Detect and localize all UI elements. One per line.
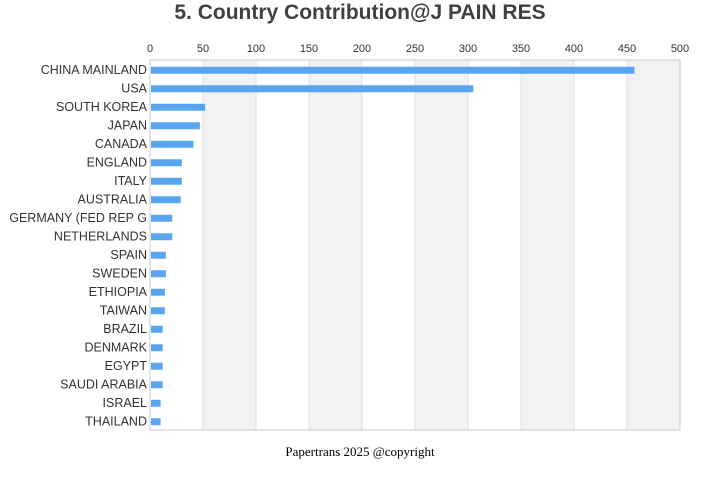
- bar: [151, 214, 173, 222]
- bar: [151, 418, 161, 426]
- category-label: ENGLAND: [87, 155, 147, 169]
- category-label: SOUTH KOREA: [56, 100, 148, 114]
- background-band: [203, 60, 256, 430]
- category-label: AUSTRALIA: [78, 192, 148, 206]
- category-label: GERMANY (FED REP G: [9, 211, 147, 225]
- background-band: [521, 60, 574, 430]
- category-label: TAIWAN: [100, 303, 147, 317]
- category-label: EGYPT: [105, 359, 148, 373]
- bar-chart: 0 50 100 150 200 250 300 350 400 450 500 CHINA MAI…: [9, 43, 689, 431]
- x-tick-label: 200: [353, 43, 371, 55]
- bar: [151, 288, 165, 296]
- category-label: NETHERLANDS: [54, 229, 147, 243]
- bar: [151, 381, 163, 389]
- x-tick-label: 500: [671, 43, 689, 55]
- bar: [151, 159, 182, 167]
- chart-title: 5. Country Contribution@J PAIN RES: [174, 1, 546, 24]
- x-tick-label: 350: [512, 43, 530, 55]
- bar: [151, 344, 163, 352]
- x-tick-label: 100: [247, 43, 265, 55]
- background-band: [309, 60, 362, 430]
- background-bands: [203, 60, 680, 430]
- bar: [151, 233, 173, 241]
- x-tick-label: 450: [618, 43, 636, 55]
- bar: [151, 177, 182, 185]
- bar: [151, 270, 166, 278]
- category-labels: CHINA MAINLAND USA SOUTH KOREA JAPAN CANADA E…: [9, 63, 147, 429]
- background-band: [415, 60, 468, 430]
- category-label: ETHIOPIA: [89, 285, 148, 299]
- category-label: SWEDEN: [92, 266, 147, 280]
- x-tick-label: 0: [147, 43, 153, 55]
- category-label: CANADA: [95, 137, 148, 151]
- x-tick-label: 50: [197, 43, 209, 55]
- bar: [151, 251, 166, 259]
- bar: [151, 307, 165, 315]
- category-label: DENMARK: [84, 340, 147, 354]
- copyright-footer: Papertrans 2025 @copyright: [285, 444, 435, 459]
- bars: [151, 66, 635, 426]
- category-label: USA: [121, 81, 147, 95]
- category-label: BRAZIL: [103, 322, 147, 336]
- bar: [151, 399, 161, 407]
- category-label: CHINA MAINLAND: [41, 63, 147, 77]
- category-label: ISRAEL: [103, 396, 148, 410]
- bar: [151, 140, 194, 148]
- background-band: [627, 60, 680, 430]
- bar: [151, 196, 181, 204]
- x-tick-label: 150: [300, 43, 318, 55]
- bar: [151, 103, 206, 111]
- x-tick-label: 250: [406, 43, 424, 55]
- bar: [151, 362, 163, 370]
- category-label: THAILAND: [85, 414, 147, 428]
- plot-frame: [149, 59, 681, 431]
- category-label: ITALY: [114, 174, 148, 188]
- bar: [151, 325, 163, 333]
- bar: [151, 85, 474, 93]
- category-label: SAUDI ARABIA: [60, 377, 147, 391]
- x-tick-label: 400: [565, 43, 583, 55]
- bar: [151, 122, 200, 130]
- category-label: SPAIN: [110, 248, 147, 262]
- x-tick-label: 300: [459, 43, 477, 55]
- bar: [151, 66, 635, 74]
- category-label: JAPAN: [108, 118, 147, 132]
- x-axis-ticks: 0 50 100 150 200 250 300 350 400 450 500: [147, 43, 689, 55]
